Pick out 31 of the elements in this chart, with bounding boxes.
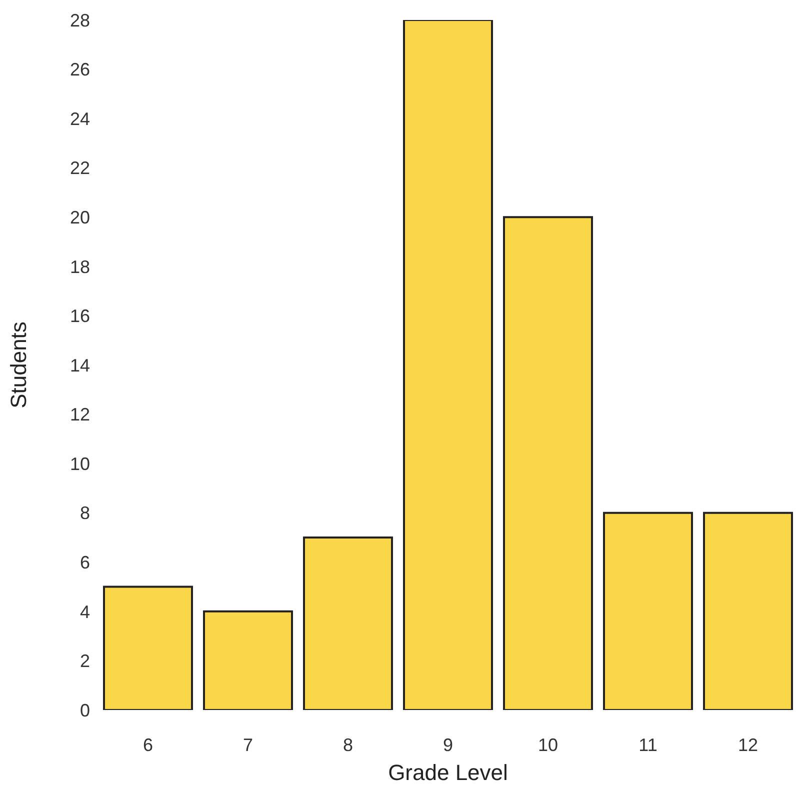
- y-tick-label: 4: [80, 602, 90, 622]
- y-tick-label: 20: [70, 208, 90, 228]
- y-tick-label: 26: [70, 60, 90, 80]
- y-tick-label: 0: [80, 700, 90, 720]
- x-tick-label: 10: [538, 734, 558, 755]
- bar: [703, 512, 793, 710]
- x-tick-label: 9: [442, 734, 454, 755]
- bar: [403, 20, 493, 710]
- y-tick-label: 22: [70, 158, 90, 178]
- y-tick-label: 12: [70, 404, 90, 425]
- y-axis-title: Students: [6, 322, 31, 408]
- y-tick-label: 18: [70, 256, 90, 277]
- bar: [103, 586, 193, 710]
- y-tick-label: 10: [70, 454, 90, 474]
- bar: [203, 610, 293, 710]
- bar: [303, 536, 393, 710]
- y-tick-label: 2: [80, 651, 90, 672]
- x-tick-label: 8: [342, 734, 354, 755]
- y-tick-label: 14: [70, 355, 90, 376]
- x-tick-label: 11: [638, 734, 658, 755]
- bar: [503, 216, 593, 710]
- x-axis-title: Grade Level: [388, 760, 508, 785]
- x-tick-label: 7: [242, 734, 254, 755]
- x-tick-label: 6: [142, 734, 154, 755]
- y-tick-label: 28: [70, 10, 90, 30]
- bar: [603, 512, 693, 710]
- y-tick-label: 8: [80, 503, 90, 524]
- y-tick-label: 6: [80, 552, 90, 573]
- y-tick-label: 16: [70, 306, 90, 326]
- y-tick-label: 24: [70, 108, 90, 129]
- x-tick-label: 12: [738, 734, 758, 755]
